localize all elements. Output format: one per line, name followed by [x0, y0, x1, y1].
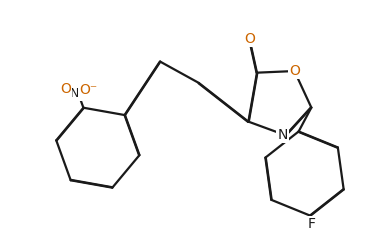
Text: N⁺: N⁺: [70, 87, 86, 100]
Text: O: O: [60, 82, 71, 96]
Text: F: F: [308, 217, 316, 231]
Text: O: O: [289, 64, 300, 78]
Text: O: O: [244, 32, 255, 46]
Text: O⁻: O⁻: [79, 83, 98, 97]
Text: N: N: [278, 128, 288, 142]
